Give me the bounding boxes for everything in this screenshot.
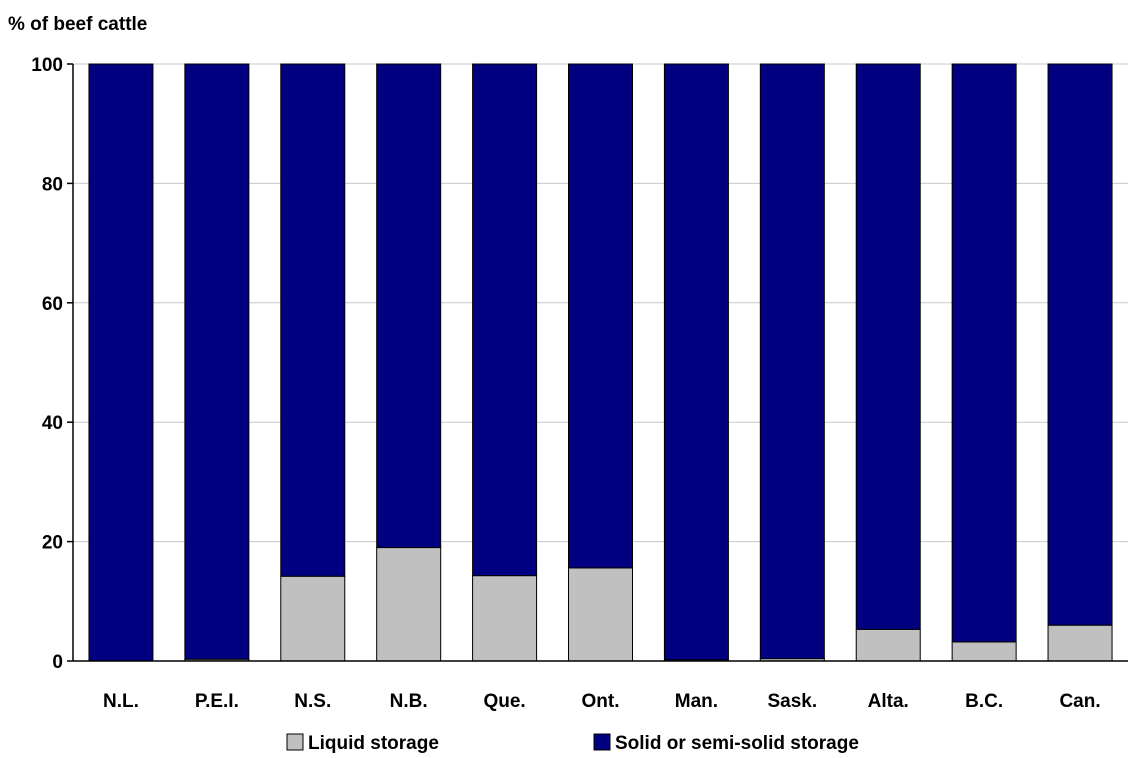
bar-segment — [184, 63, 250, 660]
x-tick-label: Sask. — [767, 691, 817, 712]
legend-swatch — [286, 733, 304, 751]
x-tick-label: Alta. — [868, 691, 909, 712]
legend-label: Solid or semi-solid storage — [615, 733, 859, 754]
bar-segment — [1047, 624, 1113, 662]
y-tick-label: 0 — [52, 652, 63, 673]
bar-segment — [663, 63, 729, 661]
x-tick-label: B.C. — [965, 691, 1003, 712]
x-tick-label: Can. — [1059, 691, 1100, 712]
bar-segment — [855, 628, 921, 662]
legend-label: Liquid storage — [308, 733, 439, 754]
y-tick-label: 60 — [42, 294, 63, 315]
legend: Liquid storage Solid or semi-solid storag… — [286, 733, 859, 754]
y-tick-label: 40 — [42, 413, 63, 434]
bar-segment — [280, 63, 346, 577]
legend-swatch — [593, 733, 611, 751]
x-tick-label: N.L. — [103, 691, 139, 712]
bars — [88, 63, 1113, 662]
bar-segment — [472, 575, 538, 662]
axes — [72, 64, 1128, 662]
x-tick-label: P.E.I. — [195, 691, 239, 712]
y-tick-label: 100 — [31, 55, 63, 76]
y-tick-label: 20 — [42, 533, 63, 554]
bar-segment — [280, 575, 346, 662]
bar-segment — [855, 63, 921, 630]
bar-segment — [376, 547, 442, 662]
x-tick-label: Ont. — [582, 691, 620, 712]
bar-segment — [472, 63, 538, 577]
bar-segment — [88, 63, 154, 662]
bar-segment — [376, 63, 442, 549]
bar-segment — [759, 63, 825, 660]
x-tick-label: Man. — [675, 691, 718, 712]
bar-segment — [1047, 63, 1113, 626]
y-tick-label: 80 — [42, 174, 63, 195]
x-tick-label: N.S. — [294, 691, 331, 712]
y-axis-label: % of beef cattle — [8, 14, 147, 35]
x-tick-label: N.B. — [390, 691, 428, 712]
bar-segment — [568, 567, 633, 662]
y-tick-labels: 0 20 40 60 80 100 — [31, 55, 73, 673]
bar-segment — [951, 63, 1017, 643]
bar-segment — [951, 641, 1017, 662]
bar-segment — [568, 63, 633, 569]
x-tick-label: Que. — [483, 691, 525, 712]
x-tick-labels: N.L. P.E.I. N.S. N.B. Que. Ont. Man. Sask. Alta.… — [103, 691, 1101, 712]
